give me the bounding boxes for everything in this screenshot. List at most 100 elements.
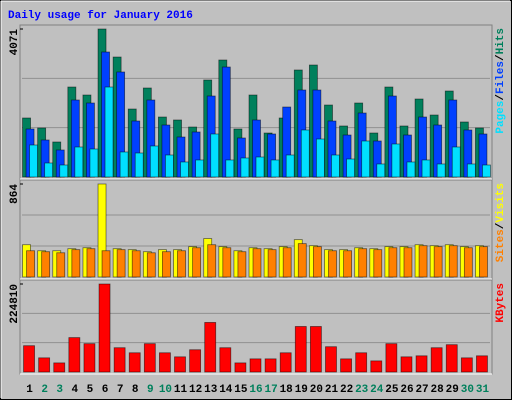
legend-separator: / xyxy=(495,222,507,229)
x-tick-label: 11 xyxy=(174,384,188,396)
legend-entry: Visits xyxy=(495,183,507,223)
bar xyxy=(210,133,220,178)
bar xyxy=(240,157,250,178)
bar xyxy=(104,86,114,178)
bar xyxy=(282,247,292,278)
x-tick-label: 23 xyxy=(355,384,369,396)
x-tick-label: 8 xyxy=(132,384,139,396)
bar xyxy=(406,161,416,178)
bar xyxy=(361,140,371,178)
bar xyxy=(312,246,322,278)
bar xyxy=(86,248,96,278)
x-tick-label: 22 xyxy=(340,384,353,396)
bar xyxy=(68,337,81,373)
x-tick-label: 21 xyxy=(325,384,339,396)
bar xyxy=(436,163,446,178)
bar xyxy=(249,358,262,373)
bar xyxy=(391,143,401,178)
legend-separator: / xyxy=(495,54,507,61)
legend: Sites/Visits xyxy=(495,183,507,262)
bar xyxy=(189,349,202,373)
x-tick-label: 4 xyxy=(72,384,79,396)
bar xyxy=(26,250,35,278)
bar xyxy=(180,161,189,178)
bar xyxy=(162,251,171,278)
x-tick-label: 3 xyxy=(56,384,63,396)
x-tick-label: 6 xyxy=(102,384,109,396)
bar xyxy=(325,346,337,373)
bar xyxy=(116,249,126,278)
bar xyxy=(270,159,280,178)
bar xyxy=(482,164,491,178)
bar xyxy=(207,244,217,278)
x-tick-label: 29 xyxy=(446,384,459,396)
bar xyxy=(237,251,247,278)
bar xyxy=(219,347,232,373)
bar xyxy=(128,352,141,373)
x-tick-label: 14 xyxy=(219,384,233,396)
bar xyxy=(328,250,337,278)
bar xyxy=(309,326,322,373)
legend-entry: Hits xyxy=(495,28,507,54)
x-tick-label: 26 xyxy=(400,384,413,396)
bar xyxy=(479,246,488,278)
bar xyxy=(331,154,340,178)
bar xyxy=(56,252,66,278)
bar xyxy=(421,159,431,178)
legend-entry: KBytes xyxy=(495,283,507,323)
bar xyxy=(445,344,458,373)
x-tick-label: 16 xyxy=(249,384,262,396)
bar xyxy=(143,343,156,373)
bar xyxy=(294,326,307,373)
x-tick-label: 17 xyxy=(264,384,277,396)
x-tick-label: 28 xyxy=(431,384,445,396)
x-tick-label: 2 xyxy=(41,384,48,396)
bar xyxy=(119,151,129,178)
bar xyxy=(430,347,443,373)
bar xyxy=(358,248,368,278)
y-tick-label: 4071 xyxy=(9,29,21,56)
bar xyxy=(355,352,368,373)
bar xyxy=(285,154,295,178)
bar xyxy=(195,159,205,178)
legend: Pages/Files/Hits xyxy=(495,28,507,134)
bar xyxy=(131,250,141,278)
x-tick-label: 18 xyxy=(280,384,294,396)
bar xyxy=(300,129,310,178)
bar xyxy=(98,283,111,373)
bar xyxy=(460,357,473,373)
bar xyxy=(264,358,277,373)
bar xyxy=(297,243,307,278)
x-tick-label: 5 xyxy=(87,384,94,396)
x-tick-label: 19 xyxy=(295,384,308,396)
legend-entry: Pages xyxy=(495,101,507,134)
bar xyxy=(340,358,352,373)
chart-title: Daily usage for January 2016 xyxy=(8,10,193,22)
bar xyxy=(279,352,292,373)
legend-separator: / xyxy=(495,94,507,101)
bar xyxy=(29,144,38,178)
x-tick-label: 25 xyxy=(385,384,399,396)
x-tick-label: 13 xyxy=(204,384,218,396)
bar xyxy=(343,250,352,278)
bar xyxy=(159,352,171,373)
bar xyxy=(403,247,413,278)
x-tick-label: 27 xyxy=(415,384,428,396)
y-tick-label: 224810 xyxy=(9,284,21,324)
bar xyxy=(225,159,235,178)
bar xyxy=(463,247,473,278)
bar xyxy=(204,322,217,373)
bar xyxy=(415,355,428,373)
bar xyxy=(83,343,96,373)
legend: KBytes xyxy=(495,283,507,323)
bar xyxy=(59,164,69,178)
bar xyxy=(370,360,383,373)
bar xyxy=(101,250,111,278)
bar xyxy=(476,355,488,373)
bar xyxy=(315,138,325,178)
bar xyxy=(53,362,66,373)
x-tick-label: 12 xyxy=(189,384,202,396)
bar xyxy=(134,152,144,178)
legend-entry: Files xyxy=(495,61,507,94)
